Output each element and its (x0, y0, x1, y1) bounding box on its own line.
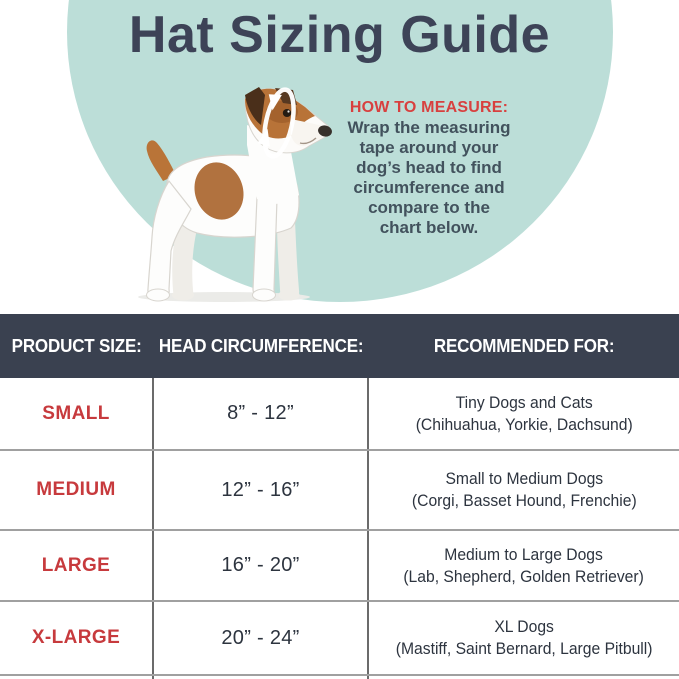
table-header-row: PRODUCT SIZE: HEAD CIRCUMFERENCE: RECOMM… (0, 314, 679, 378)
how-to-measure-heading: HOW TO MEASURE: (349, 99, 509, 116)
header-recommended-for-label: RECOMMENDED FOR: (433, 335, 615, 356)
circumference-value: 8” - 12” (227, 402, 294, 424)
cell-circumference: 8” - 12” (154, 378, 369, 449)
recommended-line: Small to Medium Dogs (445, 470, 603, 488)
jack-russell-dog-icon (138, 87, 332, 302)
recommended-line: (Lab, Shepherd, Golden Retriever) (403, 567, 645, 586)
tape-arrow-down-icon (268, 94, 282, 111)
size-value: X-LARGE (31, 627, 121, 648)
cell-circumference: 20” - 24” (154, 602, 369, 674)
recommended-line: (Chihuahua, Yorkie, Dachsund) (415, 415, 633, 434)
circumference-value: 16” - 20” (221, 554, 300, 576)
header-head-circumference: HEAD CIRCUMFERENCE: (154, 314, 369, 378)
table-row-xlarge: X-LARGE 20” - 24” XL Dogs (Mastiff, Sain… (0, 602, 679, 676)
measuring-tape-ellipse (262, 87, 296, 159)
dog-nose (318, 125, 332, 137)
size-value: LARGE (41, 554, 111, 576)
dog-paw (252, 288, 276, 302)
dog-paw (278, 289, 300, 301)
header-head-circumference-label: HEAD CIRCUMFERENCE: (159, 335, 364, 356)
header-recommended-for: RECOMMENDED FOR: (369, 314, 679, 378)
dog-paw (146, 288, 170, 302)
cell-size: SMALL (0, 378, 154, 449)
cell-recommended: Medium to Large Dogs (Lab, Shepherd, Gol… (369, 531, 679, 600)
filler-cell (0, 676, 154, 679)
measure-instruction-line: chart below. (379, 218, 479, 237)
recommended-line: (Corgi, Basset Hound, Frenchie) (411, 492, 637, 510)
recommended-line: Tiny Dogs and Cats (455, 393, 593, 412)
how-to-measure-block: HOW TO MEASURE: Wrap the measuring tape … (346, 97, 512, 238)
measure-instruction-line: Wrap the measuring (347, 118, 511, 137)
filler-cell (154, 676, 369, 679)
cell-size: X-LARGE (0, 602, 154, 674)
cell-recommended: Tiny Dogs and Cats (Chihuahua, Yorkie, D… (369, 378, 679, 449)
measure-instruction-line: dog’s head to find (356, 158, 502, 177)
recommended-line: XL Dogs (494, 618, 554, 636)
dog-far-hind-leg (172, 225, 197, 296)
table-bottom-filler (0, 676, 679, 679)
page-title: Hat Sizing Guide (128, 6, 551, 64)
recommended-line: (Mastiff, Saint Bernard, Large Pitbull) (395, 640, 653, 658)
table-body: SMALL 8” - 12” Tiny Dogs and Cats (Chihu… (0, 378, 679, 679)
dog-mouth (299, 137, 317, 145)
cell-size: MEDIUM (0, 451, 154, 529)
dog-back-ear (245, 87, 265, 125)
size-value: SMALL (42, 402, 110, 424)
dog-eye-glint (287, 110, 290, 113)
table-row-large: LARGE 16” - 20” Medium to Large Dogs (La… (0, 531, 679, 602)
recommended-text: Medium to Large Dogs (Lab, Shepherd, Gol… (404, 544, 644, 588)
dog-front-leg (252, 196, 278, 297)
dog-back-patch (194, 162, 244, 220)
header-product-size: PRODUCT SIZE: (0, 314, 154, 378)
dog-muzzle (291, 119, 329, 146)
recommended-line: Medium to Large Dogs (444, 545, 604, 564)
measuring-tape-loop-icon (257, 87, 296, 159)
dog-paw (172, 289, 194, 301)
header-product-size-label: PRODUCT SIZE: (11, 335, 142, 356)
table-row-medium: MEDIUM 12” - 16” Small to Medium Dogs (C… (0, 451, 679, 531)
dog-tail (146, 140, 176, 181)
recommended-text: XL Dogs (Mastiff, Saint Bernard, Large P… (396, 616, 653, 660)
measure-instruction-line: circumference and (353, 178, 505, 197)
cell-circumference: 16” - 20” (154, 531, 369, 600)
cell-size: LARGE (0, 531, 154, 600)
dog-far-front-leg (277, 220, 300, 296)
measure-instruction-line: compare to the (368, 198, 490, 217)
measure-instruction-line: tape around your (359, 138, 499, 157)
sizing-table: PRODUCT SIZE: HEAD CIRCUMFERENCE: RECOMM… (0, 314, 679, 679)
dog-eye (282, 109, 292, 117)
tape-arrow-up-icon (257, 128, 270, 147)
cell-recommended: Small to Medium Dogs (Corgi, Basset Houn… (369, 451, 679, 529)
size-value: MEDIUM (36, 479, 116, 500)
table-row-small: SMALL 8” - 12” Tiny Dogs and Cats (Chihu… (0, 378, 679, 451)
dog-illustration (119, 85, 334, 305)
cell-circumference: 12” - 16” (154, 451, 369, 529)
cell-recommended: XL Dogs (Mastiff, Saint Bernard, Large P… (369, 602, 679, 674)
circumference-value: 12” - 16” (221, 478, 300, 501)
recommended-text: Tiny Dogs and Cats (Chihuahua, Yorkie, D… (416, 392, 633, 436)
recommended-text: Small to Medium Dogs (Corgi, Basset Houn… (412, 468, 637, 512)
circumference-value: 20” - 24” (221, 626, 300, 649)
